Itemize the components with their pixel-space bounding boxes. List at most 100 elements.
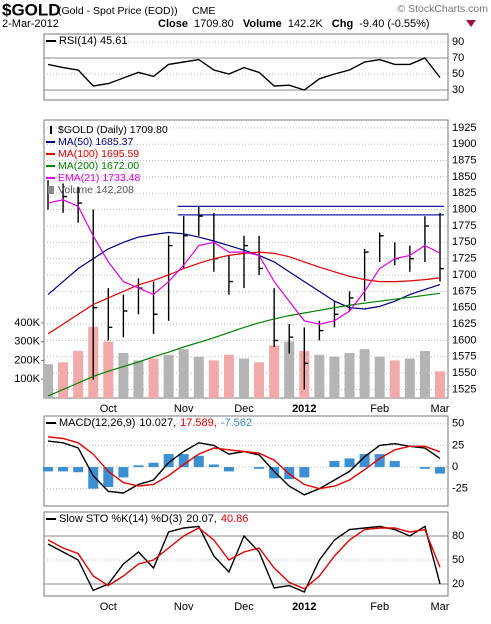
volume-bar	[435, 371, 445, 398]
x-tick-label: Nov	[174, 403, 194, 415]
y-tick-label: 70	[452, 52, 464, 64]
y-tick-label: 20	[452, 578, 464, 590]
volume-bar	[73, 351, 84, 398]
volume-value: 142.2K	[288, 18, 324, 30]
volume-bar	[103, 341, 114, 398]
down-arrow	[466, 20, 476, 27]
volume-bar	[43, 364, 53, 398]
volume-bar	[254, 362, 265, 398]
volume-bar	[269, 345, 280, 398]
x-tick-label: Oct	[100, 403, 117, 415]
volume-bar	[374, 356, 385, 398]
series-line	[47, 251, 441, 335]
volume-bar	[193, 356, 204, 398]
x-tick-label: Mar	[431, 601, 450, 613]
legend-entry: $GOLD (Daily) 1709.80	[58, 124, 168, 136]
volume-label: Volume	[243, 18, 282, 30]
series-line	[47, 525, 441, 593]
panel-legend: MACD(12,26,9) 10.027, 17.589, -7.562	[59, 417, 252, 429]
histogram-bar	[359, 454, 370, 468]
y2-tick-label: 400K	[14, 317, 40, 329]
panel-legend: RSI(14) 45.61	[59, 35, 127, 47]
histogram-bar	[329, 461, 340, 468]
histogram-bar	[389, 461, 400, 468]
x-tick-label: Nov	[174, 601, 194, 613]
y-tick-label: 1775	[452, 220, 476, 232]
volume-bar	[239, 358, 249, 398]
panel-title: MACD(12,26,9)	[59, 417, 135, 429]
volume-bar	[163, 354, 174, 398]
date: 2-Mar-2012	[2, 18, 59, 30]
histogram-bar	[118, 467, 129, 478]
series-line	[47, 231, 441, 310]
x-tick-label: Dec	[234, 403, 254, 415]
x-tick-label: Feb	[370, 601, 389, 613]
x-tick-label: 2012	[292, 601, 316, 613]
histogram-bar	[223, 467, 234, 472]
histogram-bar	[344, 458, 355, 468]
histogram-bar	[435, 467, 445, 474]
legend-entry: 40.86	[221, 513, 249, 525]
legend-entry: -7.562	[221, 417, 252, 429]
histogram-bar	[254, 467, 265, 469]
x-tick-label: 2012	[292, 403, 316, 415]
series-line	[47, 292, 441, 397]
y-tick-label: 1750	[452, 236, 476, 248]
y-tick-label: 1525	[452, 383, 476, 395]
y-tick-label: 1925	[452, 122, 476, 134]
x-tick-label: Oct	[100, 601, 117, 613]
y-tick-label: 1725	[452, 253, 476, 265]
y-tick-label: 1800	[452, 204, 476, 216]
x-tick-label: Dec	[234, 601, 254, 613]
histogram-bar	[88, 467, 99, 489]
y-tick-label: 30	[452, 84, 464, 96]
y-tick-label: 1850	[452, 171, 476, 183]
legend-icon	[48, 186, 54, 194]
y-tick-label: 80	[452, 530, 464, 542]
y2-tick-label: 300K	[14, 336, 40, 348]
histogram-bar	[73, 467, 84, 473]
y-tick-label: 1700	[452, 269, 476, 281]
close-label: Close	[158, 18, 188, 30]
y-tick-label: 90	[452, 36, 464, 48]
volume-bar	[118, 352, 129, 398]
symbol: $GOLD	[2, 0, 61, 19]
y-tick-label: 1600	[452, 334, 476, 346]
histogram-bar	[133, 465, 144, 468]
volume-bar	[404, 358, 415, 398]
exchange: CME	[192, 5, 215, 17]
y-tick-label: 50	[452, 554, 464, 566]
y-tick-label: 50	[452, 418, 464, 430]
x-tick-label: Mar	[431, 403, 450, 415]
y-tick-label: 1825	[452, 187, 476, 199]
histogram-bar	[299, 467, 310, 478]
panel-legend: Slow STO %K(14) %D(3) 20.07, 40.86	[59, 513, 248, 525]
panel-title: Slow STO %K(14) %D(3)	[59, 513, 182, 525]
volume-bar	[208, 360, 219, 398]
volume-bar	[148, 358, 159, 398]
y-tick-label: 1650	[452, 302, 476, 314]
legend-entry: EMA(21) 1733.48	[58, 172, 140, 184]
volume-bar	[359, 349, 370, 398]
y-tick-label: 1675	[452, 285, 476, 297]
series-line	[47, 527, 441, 590]
histogram-bar	[208, 464, 219, 468]
chg-value: -9.40 (-0.55%)	[359, 18, 429, 30]
series-line	[47, 57, 441, 91]
y-tick-label: 1575	[452, 351, 476, 363]
histogram-bar	[163, 454, 174, 468]
histogram-bar	[148, 462, 159, 468]
histogram-bar	[419, 467, 430, 469]
volume-bar	[178, 349, 189, 398]
legend-entry: MA(200) 1672.00	[58, 160, 139, 172]
y-tick-label: 0	[452, 461, 458, 473]
histogram-bar	[269, 467, 280, 479]
volume-bar	[223, 354, 234, 398]
panel	[43, 33, 449, 101]
y-tick-label: 1550	[452, 367, 476, 379]
histogram-bar	[374, 454, 385, 468]
quote-line: Close 1709.80 Volume 142.2K Chg -9.40 (-…	[158, 18, 430, 30]
histogram-bar	[58, 467, 69, 472]
legend-entry: MA(100) 1695.59	[58, 148, 139, 160]
